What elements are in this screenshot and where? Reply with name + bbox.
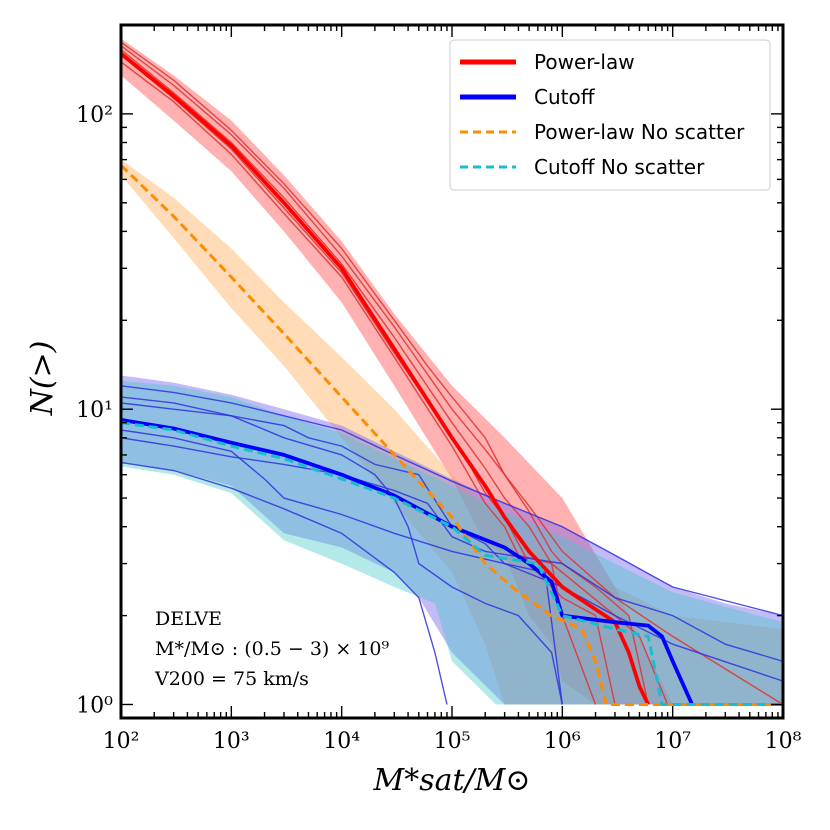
- realization-line-1-5: [121, 396, 563, 705]
- x-tick-label-2: 10⁴: [323, 729, 360, 754]
- realization-line-0-4: [121, 41, 783, 706]
- legend-label-1: Cutoff: [534, 85, 596, 109]
- legend-label-0: Power-law: [534, 50, 635, 74]
- band-0: [121, 38, 673, 705]
- realization-line-1-0: [121, 385, 783, 617]
- legend-box: [449, 39, 771, 191]
- legend-label-2: Power-law No scatter: [534, 120, 745, 144]
- y-tick-label-0: 10⁰: [76, 693, 113, 718]
- annotation-block: DELVE M*/M⊙ : (0.5 − 3) × 10⁹ V200 = 75 km…: [154, 608, 390, 690]
- x-tick-label-6: 10⁸: [765, 729, 802, 754]
- realization-line-0-0: [121, 45, 649, 705]
- y-tick-label-1: 10¹: [76, 398, 113, 423]
- annotation-line-0: DELVE: [155, 608, 222, 630]
- series-line-3: [121, 421, 783, 706]
- annotation-line-1: M*/M⊙ : (0.5 − 3) × 10⁹: [155, 638, 390, 660]
- x-tick-label-3: 10⁵: [434, 729, 471, 754]
- realization-lines: [121, 41, 783, 706]
- realization-line-1-2: [121, 429, 563, 705]
- y-axis-title: N(>): [25, 341, 60, 417]
- series-line-1: [121, 418, 694, 706]
- x-tick-label-5: 10⁷: [654, 729, 691, 754]
- series-lines: [121, 52, 783, 706]
- plot-frame: [119, 23, 785, 720]
- realization-line-0-2: [121, 49, 669, 705]
- y-tick-label-2: 10²: [76, 103, 113, 128]
- legend-label-3: Cutoff No scatter: [534, 155, 705, 179]
- band-1: [121, 159, 783, 705]
- x-tick-labels: 10² 10³ 10⁴ 10⁵ 10⁶ 10⁷ 10⁸: [103, 729, 802, 754]
- x-axis-title: M*sat/M⊙: [372, 763, 530, 798]
- annotation-line-2: V200 = 75 km/s: [154, 668, 309, 690]
- series-line-0: [121, 52, 650, 706]
- legend: Power-law Cutoff Power-law No scatter Cutof…: [449, 39, 771, 191]
- y-tick-labels: 10⁰ 10¹ 10²: [76, 103, 113, 719]
- x-tick-label-4: 10⁶: [544, 729, 581, 754]
- x-tick-label-0: 10²: [103, 729, 140, 754]
- realization-line-1-1: [121, 402, 783, 682]
- x-tick-label-1: 10³: [213, 729, 250, 754]
- realization-line-1-4: [121, 461, 448, 705]
